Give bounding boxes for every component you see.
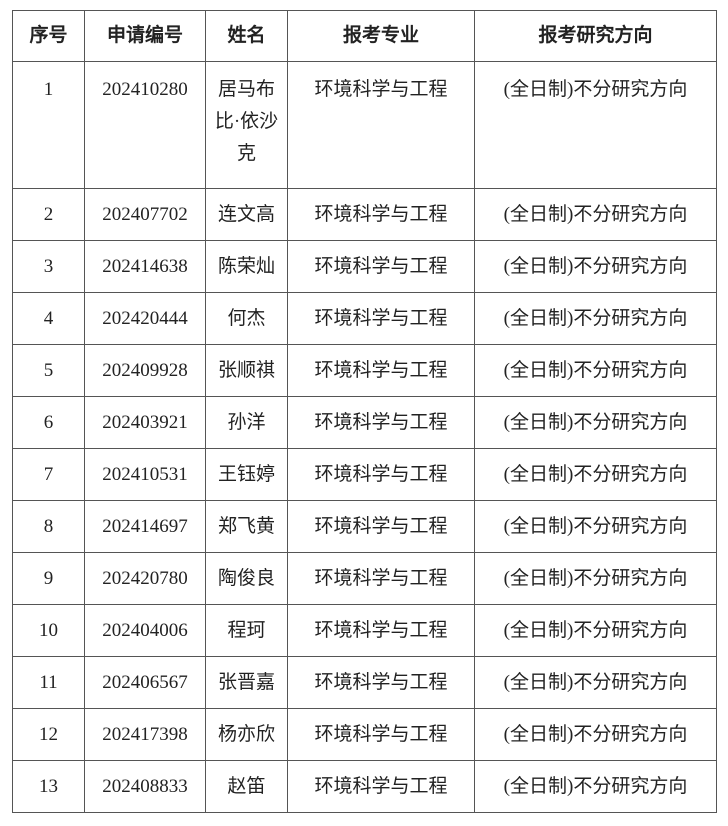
table-body: 1 202410280 居马布比·依沙克 环境科学与工程 (全日制)不分研究方向 2 202…	[12, 61, 717, 813]
cell-name: 王钰婷	[205, 448, 288, 501]
admission-list-table: 序号 申请编号 姓名 报考专业 报考研究方向 1 202410280 居马布比·依沙…	[12, 10, 717, 813]
table-row: 13 202408833 赵笛 环境科学与工程 (全日制)不分研究方向	[12, 760, 717, 813]
cell-major: 环境科学与工程	[287, 240, 475, 293]
cell-major: 环境科学与工程	[287, 760, 475, 813]
cell-name: 连文高	[205, 188, 288, 241]
table-row: 4 202420444 何杰 环境科学与工程 (全日制)不分研究方向	[12, 292, 717, 345]
cell-name: 陶俊良	[205, 552, 288, 605]
cell-application-id: 202403921	[84, 396, 206, 449]
cell-name: 郑飞黄	[205, 500, 288, 553]
cell-application-id: 202404006	[84, 604, 206, 657]
cell-major: 环境科学与工程	[287, 344, 475, 397]
cell-no: 8	[12, 500, 85, 553]
cell-no: 1	[12, 61, 85, 189]
header-no: 序号	[12, 10, 85, 62]
cell-direction: (全日制)不分研究方向	[474, 396, 717, 449]
cell-direction: (全日制)不分研究方向	[474, 604, 717, 657]
cell-application-id: 202420780	[84, 552, 206, 605]
cell-application-id: 202407702	[84, 188, 206, 241]
cell-direction: (全日制)不分研究方向	[474, 760, 717, 813]
cell-application-id: 202406567	[84, 656, 206, 709]
cell-name: 孙洋	[205, 396, 288, 449]
cell-name: 张晋嘉	[205, 656, 288, 709]
cell-no: 2	[12, 188, 85, 241]
cell-application-id: 202410531	[84, 448, 206, 501]
cell-major: 环境科学与工程	[287, 188, 475, 241]
table-row: 5 202409928 张顺祺 环境科学与工程 (全日制)不分研究方向	[12, 344, 717, 397]
cell-name: 张顺祺	[205, 344, 288, 397]
table-row: 8 202414697 郑飞黄 环境科学与工程 (全日制)不分研究方向	[12, 500, 717, 553]
cell-no: 7	[12, 448, 85, 501]
cell-direction: (全日制)不分研究方向	[474, 552, 717, 605]
header-application-id: 申请编号	[84, 10, 206, 62]
cell-no: 11	[12, 656, 85, 709]
cell-direction: (全日制)不分研究方向	[474, 448, 717, 501]
cell-direction: (全日制)不分研究方向	[474, 61, 717, 189]
table-row: 12 202417398 杨亦欣 环境科学与工程 (全日制)不分研究方向	[12, 708, 717, 761]
cell-no: 3	[12, 240, 85, 293]
table-row: 7 202410531 王钰婷 环境科学与工程 (全日制)不分研究方向	[12, 448, 717, 501]
cell-no: 6	[12, 396, 85, 449]
cell-direction: (全日制)不分研究方向	[474, 292, 717, 345]
cell-direction: (全日制)不分研究方向	[474, 240, 717, 293]
cell-application-id: 202410280	[84, 61, 206, 189]
cell-application-id: 202414638	[84, 240, 206, 293]
cell-major: 环境科学与工程	[287, 604, 475, 657]
cell-name: 居马布比·依沙克	[205, 61, 288, 189]
cell-no: 10	[12, 604, 85, 657]
cell-major: 环境科学与工程	[287, 448, 475, 501]
header-direction: 报考研究方向	[474, 10, 717, 62]
cell-major: 环境科学与工程	[287, 396, 475, 449]
cell-application-id: 202409928	[84, 344, 206, 397]
table-row: 9 202420780 陶俊良 环境科学与工程 (全日制)不分研究方向	[12, 552, 717, 605]
header-row: 序号 申请编号 姓名 报考专业 报考研究方向	[12, 10, 717, 62]
cell-no: 9	[12, 552, 85, 605]
cell-application-id: 202417398	[84, 708, 206, 761]
cell-direction: (全日制)不分研究方向	[474, 708, 717, 761]
cell-no: 5	[12, 344, 85, 397]
cell-application-id: 202408833	[84, 760, 206, 813]
table-row: 2 202407702 连文高 环境科学与工程 (全日制)不分研究方向	[12, 188, 717, 241]
cell-major: 环境科学与工程	[287, 61, 475, 189]
cell-no: 13	[12, 760, 85, 813]
cell-name: 程珂	[205, 604, 288, 657]
cell-name: 赵笛	[205, 760, 288, 813]
table-row: 11 202406567 张晋嘉 环境科学与工程 (全日制)不分研究方向	[12, 656, 717, 709]
table-row: 3 202414638 陈荣灿 环境科学与工程 (全日制)不分研究方向	[12, 240, 717, 293]
table-row: 10 202404006 程珂 环境科学与工程 (全日制)不分研究方向	[12, 604, 717, 657]
cell-direction: (全日制)不分研究方向	[474, 344, 717, 397]
cell-direction: (全日制)不分研究方向	[474, 500, 717, 553]
cell-name: 杨亦欣	[205, 708, 288, 761]
cell-name: 何杰	[205, 292, 288, 345]
table-row: 6 202403921 孙洋 环境科学与工程 (全日制)不分研究方向	[12, 396, 717, 449]
header-name: 姓名	[205, 10, 288, 62]
table-row: 1 202410280 居马布比·依沙克 环境科学与工程 (全日制)不分研究方向	[12, 61, 717, 189]
cell-no: 12	[12, 708, 85, 761]
cell-major: 环境科学与工程	[287, 656, 475, 709]
cell-major: 环境科学与工程	[287, 292, 475, 345]
header-major: 报考专业	[287, 10, 475, 62]
cell-major: 环境科学与工程	[287, 552, 475, 605]
cell-application-id: 202414697	[84, 500, 206, 553]
cell-no: 4	[12, 292, 85, 345]
cell-direction: (全日制)不分研究方向	[474, 656, 717, 709]
cell-name: 陈荣灿	[205, 240, 288, 293]
cell-direction: (全日制)不分研究方向	[474, 188, 717, 241]
cell-major: 环境科学与工程	[287, 708, 475, 761]
cell-application-id: 202420444	[84, 292, 206, 345]
cell-major: 环境科学与工程	[287, 500, 475, 553]
